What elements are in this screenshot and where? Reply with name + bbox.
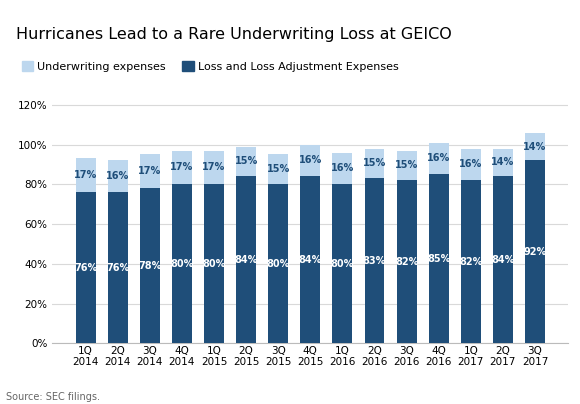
Bar <box>461 180 481 343</box>
Bar <box>269 154 288 184</box>
Bar <box>236 177 256 343</box>
Bar <box>140 188 160 343</box>
Text: 14%: 14% <box>491 158 514 167</box>
Text: 80%: 80% <box>267 259 290 269</box>
Text: 17%: 17% <box>202 162 226 173</box>
Text: Source: SEC filings.: Source: SEC filings. <box>6 392 100 402</box>
Bar <box>204 184 224 343</box>
Bar <box>461 149 481 180</box>
Bar <box>108 160 128 192</box>
Bar <box>269 184 288 343</box>
Text: 76%: 76% <box>106 263 129 273</box>
Text: 14%: 14% <box>523 141 546 152</box>
Text: 82%: 82% <box>459 257 483 267</box>
Bar <box>332 152 352 184</box>
Text: 17%: 17% <box>171 162 194 173</box>
Bar <box>429 143 449 175</box>
Bar <box>172 151 192 184</box>
Text: 15%: 15% <box>363 158 386 168</box>
Text: 15%: 15% <box>267 164 290 175</box>
Text: 16%: 16% <box>106 171 129 181</box>
Bar <box>525 133 545 160</box>
Bar <box>236 147 256 177</box>
Bar <box>204 151 224 184</box>
Text: 85%: 85% <box>427 254 451 264</box>
Text: 16%: 16% <box>427 154 450 164</box>
Bar <box>75 192 96 343</box>
Text: 80%: 80% <box>170 259 194 269</box>
Text: 16%: 16% <box>331 163 354 173</box>
Text: 15%: 15% <box>395 160 418 170</box>
Bar <box>525 160 545 343</box>
Bar <box>108 192 128 343</box>
Bar <box>365 149 385 178</box>
Bar <box>172 184 192 343</box>
Bar <box>300 177 320 343</box>
Bar <box>140 154 160 188</box>
Legend: Underwriting expenses, Loss and Loss Adjustment Expenses: Underwriting expenses, Loss and Loss Adj… <box>21 61 399 72</box>
Text: 80%: 80% <box>331 259 354 269</box>
Bar <box>493 149 513 177</box>
Text: 84%: 84% <box>234 255 258 265</box>
Text: 82%: 82% <box>395 257 418 267</box>
Bar <box>365 178 385 343</box>
Text: 17%: 17% <box>74 170 97 180</box>
Text: 84%: 84% <box>491 255 514 265</box>
Bar <box>429 175 449 343</box>
Bar <box>493 177 513 343</box>
Bar <box>397 151 416 180</box>
Text: 92%: 92% <box>523 247 546 257</box>
Text: 17%: 17% <box>138 166 161 177</box>
Bar <box>300 145 320 177</box>
Text: 83%: 83% <box>363 256 386 266</box>
Bar <box>332 184 352 343</box>
Text: 76%: 76% <box>74 263 97 273</box>
Text: 84%: 84% <box>299 255 322 265</box>
Text: 15%: 15% <box>234 156 258 166</box>
Text: 16%: 16% <box>459 160 483 169</box>
Text: Hurricanes Lead to a Rare Underwriting Loss at GEICO: Hurricanes Lead to a Rare Underwriting L… <box>16 27 452 42</box>
Text: 78%: 78% <box>138 261 161 271</box>
Bar <box>75 158 96 192</box>
Bar <box>397 180 416 343</box>
Text: 80%: 80% <box>202 259 226 269</box>
Text: 16%: 16% <box>299 156 322 166</box>
